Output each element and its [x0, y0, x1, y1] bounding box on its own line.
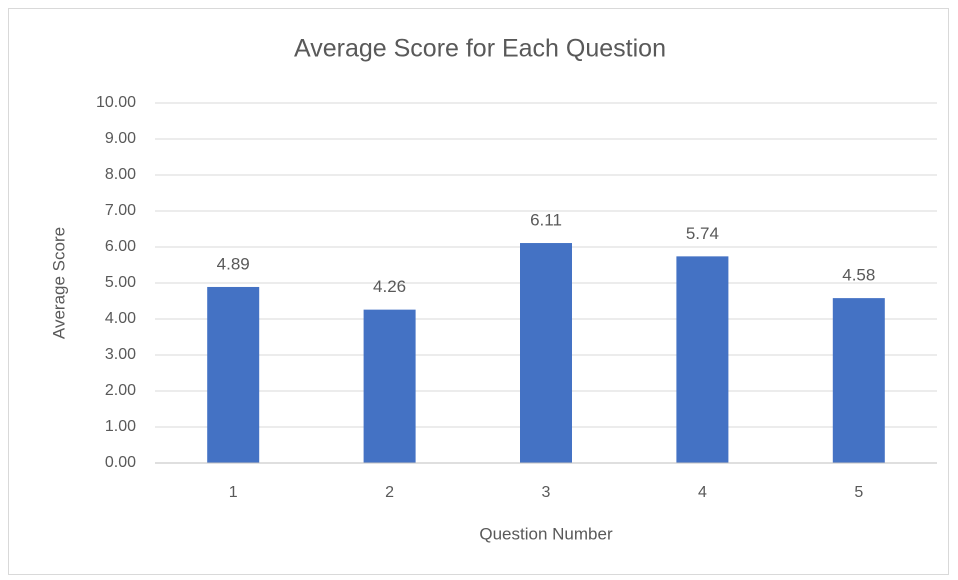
y-tick-label: 6.00: [105, 238, 136, 255]
chart-frame: [8, 8, 949, 575]
data-label: 4.26: [373, 277, 406, 296]
bar: [520, 243, 572, 463]
x-axis-label: Question Number: [479, 524, 613, 543]
y-tick-label: 1.00: [105, 418, 136, 435]
y-tick-label: 2.00: [105, 382, 136, 399]
y-tick-label: 0.00: [105, 454, 136, 471]
data-label: 4.58: [842, 266, 875, 285]
data-label: 4.89: [217, 254, 250, 273]
x-tick-label: 3: [542, 484, 551, 501]
x-tick-label: 1: [229, 484, 238, 501]
y-axis-label: Average Score: [49, 227, 68, 339]
bar: [832, 298, 885, 463]
x-tick-label: 4: [698, 484, 707, 501]
data-label: 6.11: [530, 211, 562, 230]
chart-title: Average Score for Each Question: [294, 35, 666, 63]
y-tick-label: 8.00: [105, 166, 136, 183]
bar: [207, 286, 260, 463]
y-tick-label: 10.00: [96, 94, 136, 111]
y-tick-label: 7.00: [105, 202, 136, 219]
y-tick-label: 3.00: [105, 346, 136, 363]
bar: [676, 256, 729, 463]
x-tick-label: 5: [854, 484, 863, 501]
x-tick-label: 2: [385, 484, 394, 501]
y-tick-label: 9.00: [105, 130, 136, 147]
data-label: 5.74: [686, 224, 719, 243]
y-tick-label: 5.00: [105, 274, 136, 291]
bar: [363, 309, 416, 463]
y-tick-label: 4.00: [105, 310, 136, 327]
